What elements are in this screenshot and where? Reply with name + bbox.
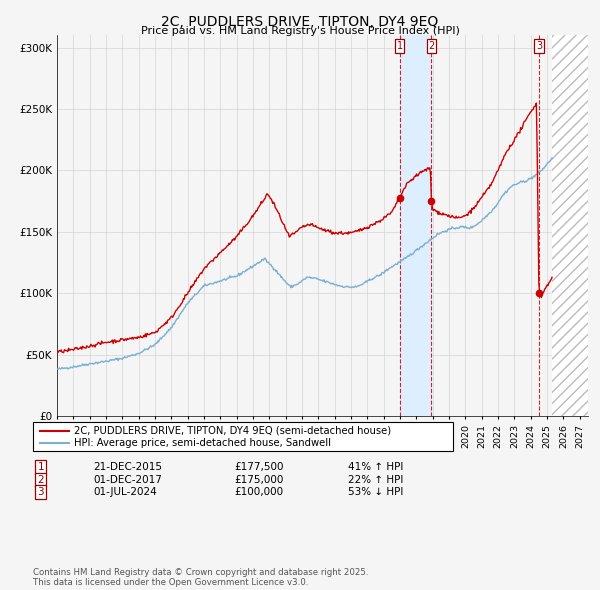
Text: £177,500: £177,500 [234, 463, 284, 472]
Text: 53% ↓ HPI: 53% ↓ HPI [348, 487, 403, 497]
Text: 1: 1 [37, 463, 44, 472]
Text: 1: 1 [397, 41, 403, 51]
Text: £100,000: £100,000 [234, 487, 283, 497]
Text: 3: 3 [37, 487, 44, 497]
Text: 01-DEC-2017: 01-DEC-2017 [93, 475, 162, 484]
Text: Contains HM Land Registry data © Crown copyright and database right 2025.
This d: Contains HM Land Registry data © Crown c… [33, 568, 368, 587]
Text: 2C, PUDDLERS DRIVE, TIPTON, DY4 9EQ (semi-detached house): 2C, PUDDLERS DRIVE, TIPTON, DY4 9EQ (sem… [74, 426, 391, 435]
Text: 21-DEC-2015: 21-DEC-2015 [93, 463, 162, 472]
Text: 22% ↑ HPI: 22% ↑ HPI [348, 475, 403, 484]
Bar [552, 35, 588, 416]
Text: 2C, PUDDLERS DRIVE, TIPTON, DY4 9EQ: 2C, PUDDLERS DRIVE, TIPTON, DY4 9EQ [161, 15, 439, 29]
Text: Price paid vs. HM Land Registry's House Price Index (HPI): Price paid vs. HM Land Registry's House … [140, 26, 460, 36]
Bar [552, 35, 588, 416]
Text: 01-JUL-2024: 01-JUL-2024 [93, 487, 157, 497]
Text: 2: 2 [428, 41, 434, 51]
Text: 2: 2 [37, 475, 44, 484]
Text: 41% ↑ HPI: 41% ↑ HPI [348, 463, 403, 472]
Bar [400, 35, 431, 416]
Text: HPI: Average price, semi-detached house, Sandwell: HPI: Average price, semi-detached house,… [74, 438, 331, 448]
Text: £175,000: £175,000 [234, 475, 283, 484]
Text: 3: 3 [536, 41, 542, 51]
